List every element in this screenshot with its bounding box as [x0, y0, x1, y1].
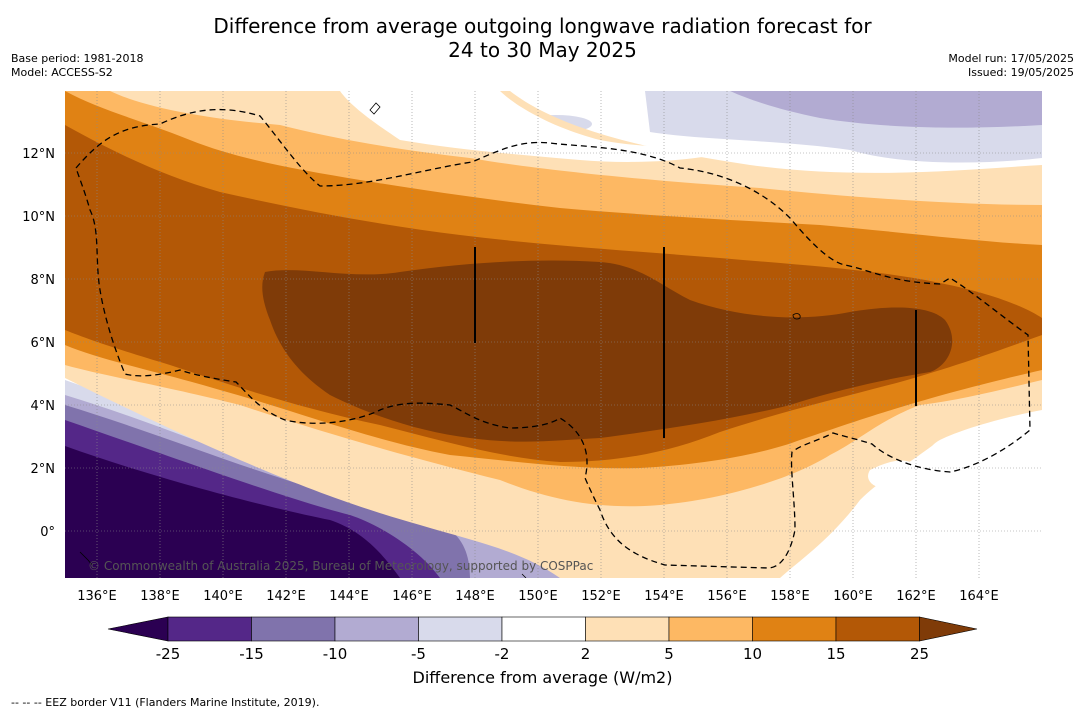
eez-legend: -- -- -- EEZ border V11 (Flanders Marine…: [11, 696, 320, 709]
lat-tick-label: 10°N: [22, 210, 55, 225]
lon-tick-label: 156°E: [707, 589, 747, 604]
band-dark-purple: [65, 446, 400, 578]
patch-white-east-2: [868, 460, 920, 489]
colorbar-extend-high: [919, 616, 978, 642]
band-dark-brown: [262, 260, 953, 442]
lat-tick-label: 4°N: [31, 399, 56, 414]
patch-white-north: [340, 91, 740, 162]
lon-tick-label: 146°E: [392, 589, 432, 604]
model-run: Model run: 17/05/2025: [948, 52, 1074, 65]
colorbar-segment: [835, 616, 920, 642]
colorbar-title: Difference from average (W/m2): [412, 668, 673, 687]
lat-tick-label: 6°N: [31, 336, 56, 351]
colorbar: [107, 616, 978, 642]
colorbar-tick-label: 10: [743, 645, 762, 663]
colorbar-segment: [668, 616, 753, 642]
colorbar-segment: [752, 616, 837, 642]
patch-white-east: [931, 424, 1042, 470]
lon-tick-label: 150°E: [518, 589, 558, 604]
lat-tick-label: 2°N: [31, 462, 56, 477]
colorbar-segment: [251, 616, 336, 642]
lon-tick-label: 162°E: [896, 589, 936, 604]
colorbar-extend-low: [107, 616, 169, 642]
lat-tick-label: 12°N: [22, 147, 55, 162]
colorbar-tick-label: -5: [411, 645, 426, 663]
meta-left: Base period: 1981-2018 Model: ACCESS-S2: [11, 52, 143, 80]
lat-tick-label: 8°N: [31, 273, 56, 288]
lon-tick-label: 148°E: [455, 589, 495, 604]
eez-border: [75, 108, 1031, 569]
colorbar-segment: [501, 616, 586, 642]
colorbar-segment: [585, 616, 670, 642]
colorbar-tick-label: -15: [239, 645, 264, 663]
band-light-purple-northeast: [730, 91, 1042, 128]
model-name: Model: ACCESS-S2: [11, 66, 113, 79]
colorbar-segment: [418, 616, 503, 642]
black-line-features: [474, 247, 917, 438]
lon-tick-label: 160°E: [833, 589, 873, 604]
colorbar-tick-label: 2: [581, 645, 591, 663]
islands: [79, 102, 801, 578]
lon-tick-label: 152°E: [581, 589, 621, 604]
lon-tick-label: 154°E: [644, 589, 684, 604]
latitude-labels: 12°N 10°N 8°N 6°N 4°N 2°N 0°: [22, 147, 55, 540]
meta-right: Model run: 17/05/2025 Issued: 19/05/2025: [948, 52, 1074, 80]
colorbar-tick-label: 25: [910, 645, 929, 663]
title-line-2: 24 to 30 May 2025: [448, 38, 637, 62]
chart-title: Difference from average outgoing longwav…: [0, 14, 1085, 62]
olr-map-fields: [65, 91, 1042, 578]
lat-tick-label: 0°: [40, 525, 55, 540]
lon-tick-label: 142°E: [266, 589, 306, 604]
lon-tick-label: 140°E: [203, 589, 243, 604]
lon-tick-label: 138°E: [140, 589, 180, 604]
issued-date: Issued: 19/05/2025: [967, 66, 1074, 79]
title-line-1: Difference from average outgoing longwav…: [213, 14, 872, 38]
colorbar-tick-label: -10: [323, 645, 348, 663]
copyright-text: © Commonwealth of Australia 2025, Bureau…: [88, 559, 593, 573]
lon-tick-label: 136°E: [77, 589, 117, 604]
colorbar-tick-label: 5: [664, 645, 674, 663]
base-period: Base period: 1981-2018: [11, 52, 144, 65]
colorbar-tick-label: 15: [826, 645, 845, 663]
longitude-labels: 136°E 138°E 140°E 142°E 144°E 146°E 148°E 150°E…: [77, 589, 999, 604]
lon-tick-label: 158°E: [770, 589, 810, 604]
lon-tick-label: 144°E: [329, 589, 369, 604]
colorbar-tick-label: -2: [495, 645, 510, 663]
lon-tick-label: 164°E: [959, 589, 999, 604]
colorbar-segment: [167, 616, 252, 642]
colorbar-segment: [334, 616, 419, 642]
colorbar-tick-label: -25: [156, 645, 181, 663]
colorbar-tick-labels: -25 -15 -10 -5 -2 2 5 10 15 25: [156, 645, 929, 663]
